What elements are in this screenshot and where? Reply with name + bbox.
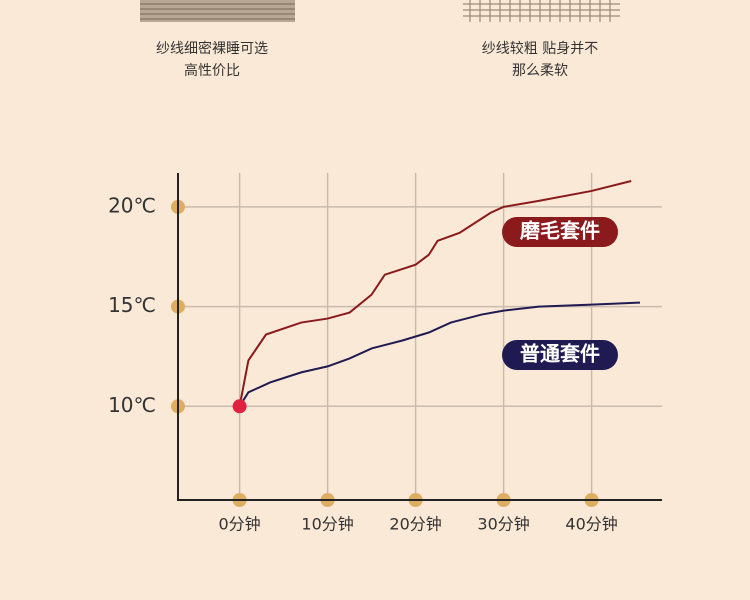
series-line bbox=[238, 180, 632, 407]
legend-label: 普通套件 bbox=[520, 342, 600, 366]
x-tick-label: 20分钟 bbox=[389, 515, 441, 534]
start-point bbox=[232, 399, 247, 414]
series-line bbox=[238, 301, 641, 407]
caption: 高性价比 bbox=[184, 62, 240, 79]
legend-pill bbox=[502, 340, 618, 370]
caption: 纱线较粗 贴身并不 bbox=[482, 41, 598, 57]
y-tick-label: 10℃ bbox=[108, 393, 156, 417]
x-tick-label: 30分钟 bbox=[477, 515, 529, 534]
x-tick-label: 10分钟 bbox=[301, 515, 353, 534]
legend-pill bbox=[502, 217, 618, 247]
axis-line bbox=[177, 173, 662, 501]
legend-label: 磨毛套件 bbox=[520, 219, 600, 243]
y-tick-label: 15℃ bbox=[108, 293, 156, 317]
x-tick-label: 0分钟 bbox=[219, 515, 261, 534]
fabric-icon bbox=[140, 0, 295, 22]
x-tick-label: 40分钟 bbox=[565, 515, 617, 534]
y-tick-label: 20℃ bbox=[108, 193, 156, 217]
caption: 纱线细密裸睡可选 bbox=[156, 40, 268, 57]
caption: 那么柔软 bbox=[512, 63, 568, 79]
fabric-icon bbox=[463, 0, 620, 22]
